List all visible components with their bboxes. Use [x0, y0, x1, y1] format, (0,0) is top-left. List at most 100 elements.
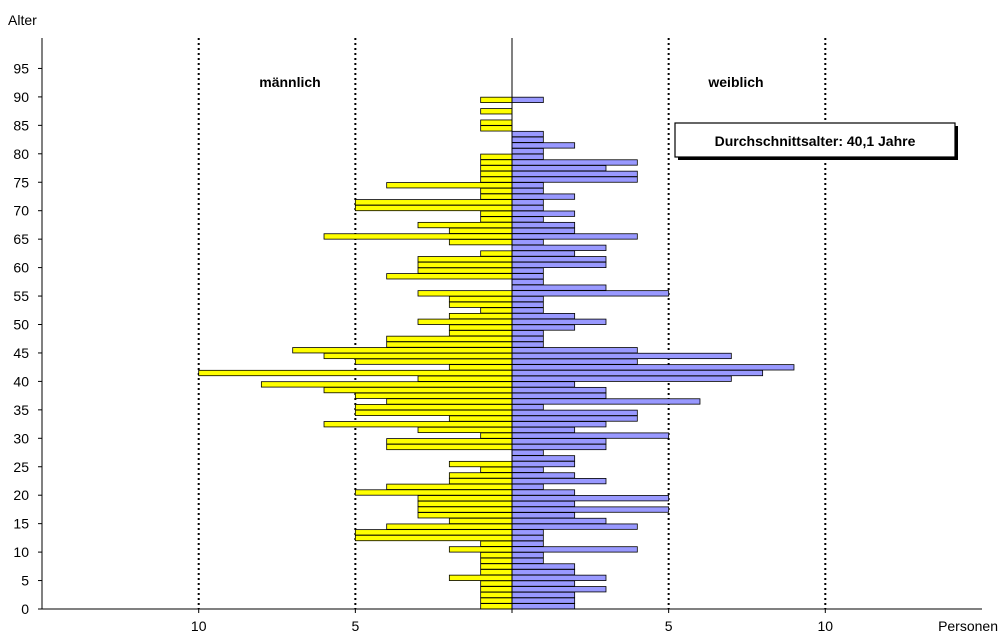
female-bar [511, 534, 544, 542]
y-tick-label: 95 [13, 60, 29, 76]
male-bar [448, 472, 513, 479]
male-bar [480, 176, 513, 183]
male-bar [448, 364, 513, 371]
male-bar [480, 569, 513, 576]
male-bar [386, 438, 513, 445]
female-bar [511, 591, 576, 599]
female-bar [511, 421, 607, 428]
female-bar [511, 96, 544, 103]
female-bar [511, 142, 576, 149]
y-tick-label: 35 [13, 402, 29, 418]
female-bar [511, 318, 607, 325]
male-bar [448, 415, 513, 422]
female-label: weiblich [707, 74, 763, 90]
male-bar [448, 546, 513, 553]
x-tick-label: 10 [191, 618, 207, 634]
female-bar [511, 557, 544, 564]
male-bar [448, 239, 513, 246]
male-bars [198, 96, 513, 610]
male-bar [448, 517, 513, 525]
y-tick-label: 90 [13, 89, 29, 105]
female-bar [511, 261, 607, 269]
male-bar [417, 261, 513, 269]
y-tick-label: 15 [13, 516, 29, 532]
male-bar [480, 119, 513, 126]
male-bar [323, 421, 513, 428]
female-bar [511, 267, 544, 274]
male-bar [354, 534, 513, 542]
male-bar [323, 352, 513, 360]
male-bar [448, 313, 513, 320]
female-bar [511, 404, 544, 411]
female-bar [511, 449, 544, 456]
y-tick-label: 70 [13, 203, 29, 219]
female-bar [511, 221, 576, 229]
male-bar [354, 204, 513, 212]
female-bar [511, 523, 638, 530]
y-tick-label: 5 [21, 573, 29, 589]
male-bar [480, 250, 513, 257]
male-bar [480, 153, 513, 160]
y-tick-label: 40 [13, 373, 29, 389]
male-bar [417, 500, 513, 507]
female-bar [511, 580, 576, 587]
x-axis-title: Personen [938, 618, 998, 634]
female-bar [511, 398, 701, 405]
male-bar [417, 375, 513, 382]
female-bar [511, 551, 544, 559]
male-bar [354, 529, 513, 536]
female-bar [511, 438, 607, 445]
x-tick-label: 5 [665, 618, 673, 634]
male-bar [417, 506, 513, 513]
y-tick-label: 20 [13, 487, 29, 503]
male-bar [480, 603, 513, 610]
male-bar [480, 125, 513, 132]
female-bars [511, 96, 795, 610]
y-tick-label: 80 [13, 146, 29, 162]
male-bar [354, 489, 513, 496]
female-bar [511, 460, 576, 468]
female-bar [511, 284, 607, 291]
y-tick-labels: 0 5 10 15 20 25 30 35 40 45 50 55 60 65 70 75 80 85 90 95 [13, 60, 42, 617]
male-bar [480, 159, 513, 166]
female-bar [511, 597, 576, 604]
male-bar [480, 210, 513, 217]
female-bar [511, 341, 544, 348]
male-bar [198, 369, 513, 377]
female-bar [511, 199, 544, 206]
female-bar [511, 147, 544, 155]
female-bar [511, 204, 544, 212]
female-bar [511, 233, 638, 240]
male-bar [417, 290, 513, 297]
average-age-box: Durchschnittsalter: 40,1 Jahre [674, 122, 958, 160]
male-bar [417, 495, 513, 502]
female-bar [511, 324, 576, 331]
female-bar [511, 603, 576, 610]
female-bar [511, 210, 576, 217]
male-bar [448, 295, 513, 303]
female-bar [511, 455, 576, 462]
female-bar [511, 159, 638, 166]
female-bar [511, 506, 670, 513]
female-bar [511, 239, 544, 246]
female-bar [511, 386, 607, 394]
female-bar [511, 478, 607, 485]
male-bar [386, 483, 513, 490]
female-bar [511, 392, 607, 399]
male-label: männlich [259, 74, 320, 90]
y-tick-label: 75 [13, 174, 29, 190]
female-bar [511, 352, 732, 360]
male-bar [417, 221, 513, 229]
female-bar [511, 489, 576, 496]
female-bar [511, 250, 576, 257]
male-bar [260, 381, 513, 388]
female-bar [511, 364, 795, 371]
female-bar [511, 330, 544, 337]
female-bar [511, 426, 576, 434]
male-bar [448, 301, 513, 308]
male-bar [480, 551, 513, 559]
female-bar [511, 574, 607, 581]
male-bar [480, 187, 513, 195]
male-bar [354, 404, 513, 411]
